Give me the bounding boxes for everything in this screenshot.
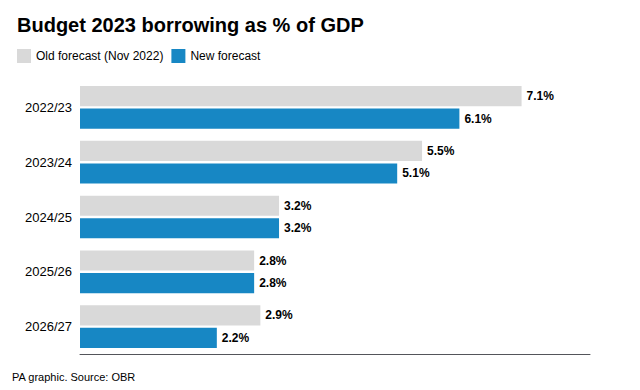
- svg-text:5.5%: 5.5%: [427, 144, 455, 158]
- svg-text:Budget 2023 borrowing as % of: Budget 2023 borrowing as % of GDP: [17, 14, 364, 36]
- svg-text:2.8%: 2.8%: [259, 254, 287, 268]
- svg-text:New forecast: New forecast: [190, 49, 261, 63]
- svg-text:5.1%: 5.1%: [402, 166, 430, 180]
- svg-text:2025/26: 2025/26: [25, 264, 72, 279]
- svg-text:7.1%: 7.1%: [527, 89, 555, 103]
- svg-text:2.9%: 2.9%: [265, 308, 293, 322]
- svg-text:3.2%: 3.2%: [284, 199, 312, 213]
- svg-text:2022/23: 2022/23: [25, 100, 72, 115]
- svg-text:2.8%: 2.8%: [259, 276, 287, 290]
- svg-text:PA graphic. Source: OBR: PA graphic. Source: OBR: [12, 371, 135, 383]
- svg-text:2024/25: 2024/25: [25, 210, 72, 225]
- svg-text:2.2%: 2.2%: [222, 331, 250, 345]
- svg-text:Old forecast (Nov 2022): Old forecast (Nov 2022): [36, 49, 163, 63]
- svg-text:2026/27: 2026/27: [25, 319, 72, 334]
- svg-text:6.1%: 6.1%: [464, 112, 492, 126]
- svg-text:3.2%: 3.2%: [284, 221, 312, 235]
- svg-text:2023/24: 2023/24: [25, 155, 72, 170]
